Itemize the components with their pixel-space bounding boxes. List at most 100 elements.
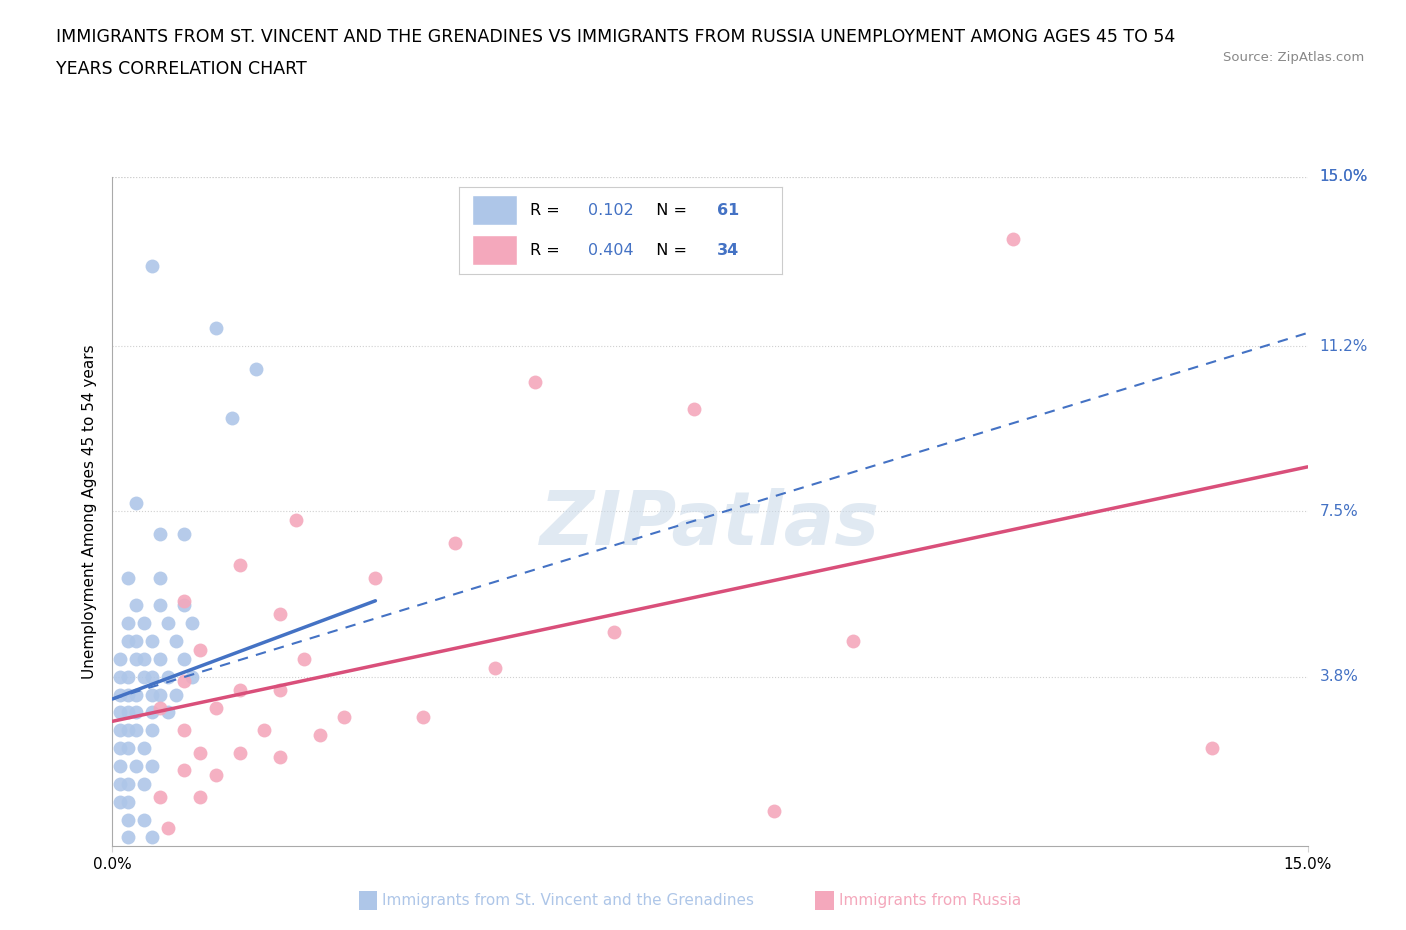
Text: 3.8%: 3.8%	[1319, 670, 1358, 684]
Point	[165, 687, 187, 702]
Point	[1201, 740, 1223, 755]
Point	[229, 558, 252, 573]
Point	[125, 633, 148, 648]
Point	[117, 633, 139, 648]
Point	[188, 643, 211, 658]
Point	[157, 705, 180, 720]
Point	[141, 705, 163, 720]
Point	[110, 759, 132, 774]
Point	[117, 812, 139, 827]
Point	[173, 763, 195, 777]
Point	[308, 727, 330, 742]
Point	[245, 361, 267, 376]
Point	[157, 616, 180, 631]
Point	[110, 687, 132, 702]
Point	[141, 259, 163, 273]
Point	[269, 683, 291, 698]
Point	[149, 700, 172, 715]
Point	[149, 651, 172, 666]
Text: Immigrants from Russia: Immigrants from Russia	[839, 893, 1022, 908]
Text: 11.2%: 11.2%	[1319, 339, 1368, 353]
Point	[269, 750, 291, 764]
Point	[229, 683, 252, 698]
Point	[125, 651, 148, 666]
Text: 15.0%: 15.0%	[1319, 169, 1368, 184]
Point	[149, 571, 172, 586]
Point	[205, 700, 228, 715]
Point	[117, 571, 139, 586]
Point	[134, 651, 156, 666]
Point	[284, 513, 307, 528]
Point	[603, 625, 626, 640]
Point	[117, 670, 139, 684]
Point	[125, 705, 148, 720]
Point	[332, 710, 354, 724]
Point	[141, 723, 163, 737]
Point	[1001, 232, 1024, 246]
Point	[165, 633, 187, 648]
Point	[117, 830, 139, 844]
Point	[149, 526, 172, 541]
Point	[117, 794, 139, 809]
Text: Source: ZipAtlas.com: Source: ZipAtlas.com	[1223, 51, 1364, 64]
Point	[117, 723, 139, 737]
Point	[253, 723, 276, 737]
Point	[110, 670, 132, 684]
Point	[149, 687, 172, 702]
Point	[205, 321, 228, 336]
Point	[134, 670, 156, 684]
Point	[141, 633, 163, 648]
Point	[110, 651, 132, 666]
Point	[523, 375, 546, 390]
Text: IMMIGRANTS FROM ST. VINCENT AND THE GRENADINES VS IMMIGRANTS FROM RUSSIA UNEMPLO: IMMIGRANTS FROM ST. VINCENT AND THE GREN…	[56, 28, 1175, 46]
Point	[117, 616, 139, 631]
Y-axis label: Unemployment Among Ages 45 to 54 years: Unemployment Among Ages 45 to 54 years	[82, 344, 97, 679]
Point	[188, 745, 211, 760]
Point	[125, 687, 148, 702]
Point	[110, 794, 132, 809]
Point	[173, 598, 195, 613]
Point	[173, 673, 195, 688]
Point	[141, 670, 163, 684]
Point	[134, 616, 156, 631]
Point	[762, 804, 785, 818]
Point	[269, 606, 291, 621]
Point	[134, 740, 156, 755]
Point	[117, 740, 139, 755]
Point	[149, 790, 172, 804]
Point	[181, 616, 204, 631]
Point	[117, 777, 139, 791]
Point	[125, 598, 148, 613]
Text: Immigrants from St. Vincent and the Grenadines: Immigrants from St. Vincent and the Gren…	[382, 893, 755, 908]
Point	[141, 759, 163, 774]
Point	[125, 759, 148, 774]
Point	[444, 536, 467, 551]
Point	[149, 598, 172, 613]
Point	[205, 767, 228, 782]
Point	[842, 633, 865, 648]
Point	[110, 723, 132, 737]
Point	[141, 687, 163, 702]
Text: 15.0%: 15.0%	[1319, 169, 1368, 184]
Text: YEARS CORRELATION CHART: YEARS CORRELATION CHART	[56, 60, 307, 78]
Point	[117, 705, 139, 720]
Point	[484, 660, 506, 675]
Point	[134, 777, 156, 791]
Point	[229, 745, 252, 760]
Point	[173, 526, 195, 541]
Point	[134, 812, 156, 827]
Point	[157, 821, 180, 836]
Point	[181, 670, 204, 684]
Point	[117, 687, 139, 702]
Point	[292, 651, 315, 666]
Point	[173, 593, 195, 608]
Point	[125, 723, 148, 737]
Point	[110, 777, 132, 791]
Point	[188, 790, 211, 804]
Point	[364, 571, 387, 586]
Point	[110, 740, 132, 755]
Point	[110, 705, 132, 720]
Point	[157, 670, 180, 684]
Text: 7.5%: 7.5%	[1319, 504, 1358, 519]
Text: ZIPatlas: ZIPatlas	[540, 488, 880, 562]
